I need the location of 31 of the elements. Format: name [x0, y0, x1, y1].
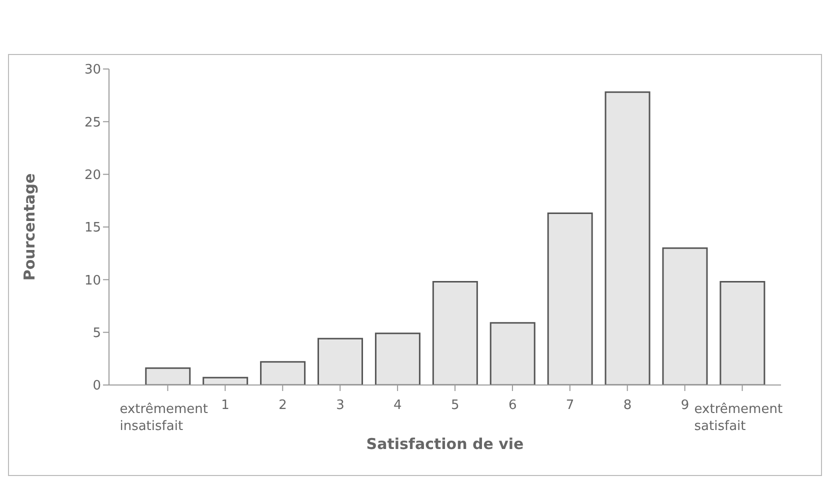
x-tick-label: 1 — [221, 398, 230, 413]
bar — [145, 367, 191, 385]
y-tick-label: 20 — [84, 168, 101, 183]
bar — [604, 91, 650, 385]
bar — [374, 332, 420, 385]
y-tick-label: 10 — [84, 273, 101, 288]
bar — [432, 281, 478, 385]
y-tick-label: 0 — [92, 378, 101, 394]
x-tick-label: 5 — [451, 398, 460, 413]
bar — [720, 281, 766, 385]
x-tick-label: extrêmement insatisfait — [120, 402, 208, 434]
x-tick-label: extrêmement satisfait — [694, 402, 783, 434]
x-tick-label: 6 — [508, 398, 517, 413]
x-tick-label: 9 — [680, 398, 690, 413]
y-axis-title: Pourcentage — [20, 173, 38, 281]
y-tick-label: 25 — [84, 115, 101, 130]
bar — [490, 322, 536, 385]
bar — [318, 338, 364, 385]
x-tick-label: 7 — [566, 398, 574, 413]
bar — [260, 361, 306, 385]
bar — [202, 376, 248, 385]
x-axis-title: Satisfaction de vie — [366, 435, 524, 453]
y-tick-label: 5 — [92, 326, 101, 341]
y-tick-label: 15 — [84, 220, 101, 236]
bar — [662, 247, 708, 385]
y-tick-label: 30 — [84, 62, 101, 78]
x-tick-label: 8 — [623, 398, 632, 413]
x-tick-label: 3 — [336, 398, 344, 413]
x-tick-label: 2 — [278, 398, 287, 413]
bar — [547, 212, 593, 385]
x-tick-label: 4 — [394, 398, 402, 413]
